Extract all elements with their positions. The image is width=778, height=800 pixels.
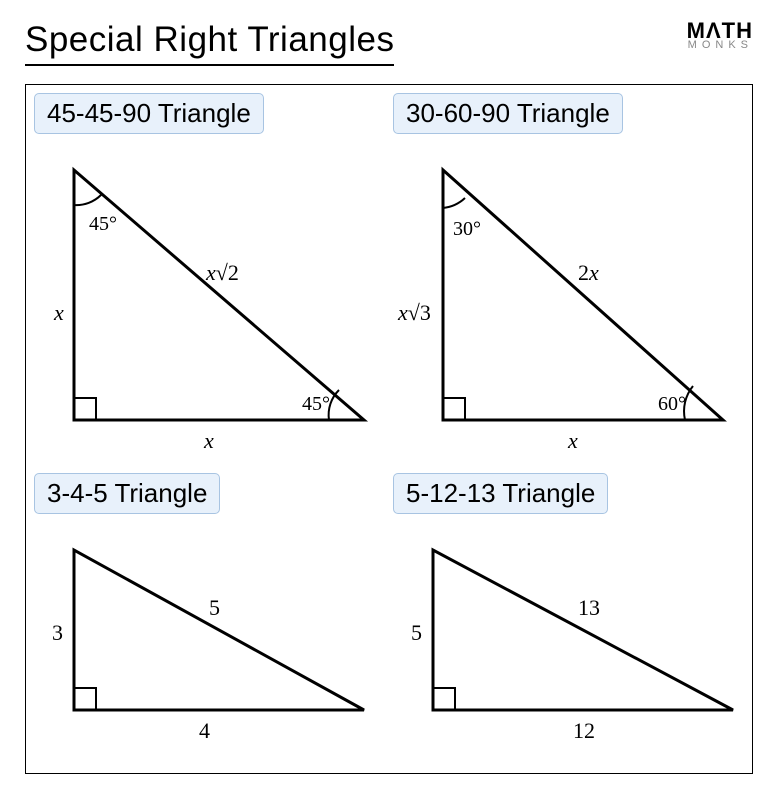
- svg-text:x√2: x√2: [205, 260, 239, 285]
- side-left-454590: x: [53, 300, 64, 325]
- side-bottom-345: 4: [199, 718, 210, 743]
- cell-3-4-5: 3-4-5 Triangle 3 4 5: [34, 473, 385, 765]
- cell-45-45-90: 45-45-90 Triangle 45° 45° x x x√2: [34, 93, 385, 473]
- triangle-306090-svg: 30° 60° x√3 x 2x: [393, 140, 743, 460]
- logo: MΛTH MONKS: [687, 20, 753, 51]
- cell-5-12-13: 5-12-13 Triangle 5 12 13: [393, 473, 744, 765]
- angle-br-454590: 45°: [302, 393, 330, 415]
- triangles-panel: 45-45-90 Triangle 45° 45° x x x√2 30-60-…: [25, 84, 753, 774]
- cell-title-345: 3-4-5 Triangle: [34, 473, 220, 514]
- cell-title-454590: 45-45-90 Triangle: [34, 93, 264, 134]
- side-left-51213: 5: [411, 620, 422, 645]
- cell-title-306090: 30-60-90 Triangle: [393, 93, 623, 134]
- triangle-51213-svg: 5 12 13: [393, 520, 743, 760]
- svg-text:x√3: x√3: [397, 300, 431, 325]
- side-hyp-51213: 13: [578, 595, 600, 620]
- side-bottom-51213: 12: [573, 718, 595, 743]
- angle-top-454590: 45°: [89, 213, 117, 235]
- side-bottom-306090: x: [567, 428, 578, 453]
- logo-bottom: MONKS: [687, 40, 753, 51]
- side-left-345: 3: [52, 620, 63, 645]
- page-title: Special Right Triangles: [25, 20, 394, 66]
- angle-top-306090: 30°: [453, 218, 481, 240]
- side-hyp-345: 5: [209, 595, 220, 620]
- triangle-345-svg: 3 4 5: [34, 520, 384, 760]
- side-bottom-454590: x: [203, 428, 214, 453]
- angle-br-306090: 60°: [658, 393, 686, 415]
- header: Special Right Triangles MΛTH MONKS: [25, 20, 753, 66]
- cell-title-51213: 5-12-13 Triangle: [393, 473, 608, 514]
- svg-text:2x: 2x: [578, 260, 599, 285]
- triangle-454590-svg: 45° 45° x x x√2: [34, 140, 384, 460]
- cell-30-60-90: 30-60-90 Triangle 30° 60° x√3 x 2x: [393, 93, 744, 473]
